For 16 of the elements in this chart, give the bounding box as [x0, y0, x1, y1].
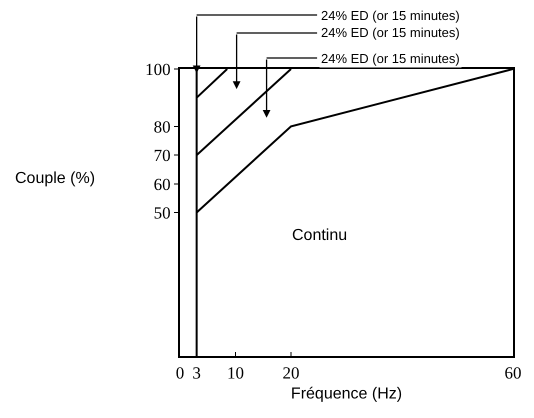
- x-tick-label: 10: [227, 363, 244, 382]
- y-tick-label: 60: [154, 174, 171, 194]
- x-tick-label: 3: [192, 363, 201, 382]
- text: 24% ED (or 15 minutes): [321, 51, 460, 66]
- y-tick-label: 50: [154, 203, 171, 222]
- x-tick-label: 60: [504, 363, 522, 382]
- y-tick-label: 70: [154, 146, 171, 166]
- text: 24% ED (or 15 minutes): [321, 25, 460, 40]
- x-tick-label: 0: [176, 363, 184, 382]
- x-axis-title: Fréquence (Hz): [290, 386, 402, 403]
- y-tick-label: 80: [154, 117, 171, 136]
- annotation: Continu: [292, 227, 348, 244]
- text: 24% ED (or 15 minutes): [321, 8, 460, 23]
- x-tick-label: 20: [282, 363, 300, 382]
- y-tick-label: 100: [145, 60, 171, 79]
- y-axis-title: Couple (%): [15, 170, 96, 187]
